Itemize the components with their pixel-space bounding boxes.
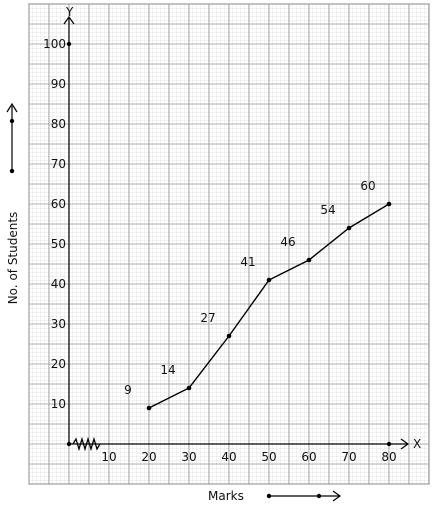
y-scale-arrow (6, 102, 18, 174)
x-scale-arrow (266, 490, 342, 502)
x-axis-end-point (386, 441, 392, 447)
x-tick-label: 60 (301, 450, 316, 464)
data-point (386, 201, 392, 207)
data-labels: 9 14 27 41 46 54 60 (124, 179, 375, 397)
x-tick-label: 30 (181, 450, 196, 464)
y-tick-label: 100 (43, 37, 66, 51)
x-tick-label: 10 (101, 450, 116, 464)
data-point (226, 333, 232, 339)
y-tick-label: 30 (51, 317, 66, 331)
x-tick-label: 50 (261, 450, 276, 464)
y-tick-label: 70 (51, 157, 66, 171)
y-tick-label: 80 (51, 117, 66, 131)
data-label: 54 (320, 203, 335, 217)
major-grid (28, 3, 430, 485)
y-tick-label: 10 (51, 397, 66, 411)
data-point (306, 257, 312, 263)
data-label: 14 (160, 363, 175, 377)
x-tick-label: 80 (381, 450, 396, 464)
x-axis-arrow (400, 438, 410, 450)
data-label: 60 (360, 179, 375, 193)
y-axis-letter: Y (65, 5, 74, 19)
y-axis-arrow (63, 15, 75, 25)
data-label: 27 (200, 311, 215, 325)
x-tick-label: 20 (141, 450, 156, 464)
data-point (266, 277, 272, 283)
y-tick-label: 90 (51, 77, 66, 91)
data-point (346, 225, 352, 231)
origin-point (66, 441, 72, 447)
data-point (146, 405, 152, 411)
y-tick-label: 50 (51, 237, 66, 251)
x-tick-label: 70 (341, 450, 356, 464)
axes (63, 15, 410, 452)
y-tick-labels: 10 20 30 40 50 60 70 80 90 100 (43, 37, 66, 411)
x-axis-letter: X (413, 437, 421, 451)
data-points (146, 201, 392, 411)
axis-break-zigzag (72, 436, 101, 452)
data-point (186, 385, 192, 391)
y-tick-label: 20 (51, 357, 66, 371)
y-tick-label: 60 (51, 197, 66, 211)
y-tick-label: 40 (51, 277, 66, 291)
x-axis-title: Marks (208, 489, 244, 503)
data-label: 9 (124, 383, 132, 397)
x-tick-label: 40 (221, 450, 236, 464)
data-label: 41 (240, 255, 255, 269)
data-label: 46 (280, 235, 295, 249)
x-tick-labels: 10 20 30 40 50 60 70 80 (101, 450, 396, 464)
y-axis-end-point (66, 41, 72, 47)
y-axis-title: No. of Students (6, 212, 20, 305)
